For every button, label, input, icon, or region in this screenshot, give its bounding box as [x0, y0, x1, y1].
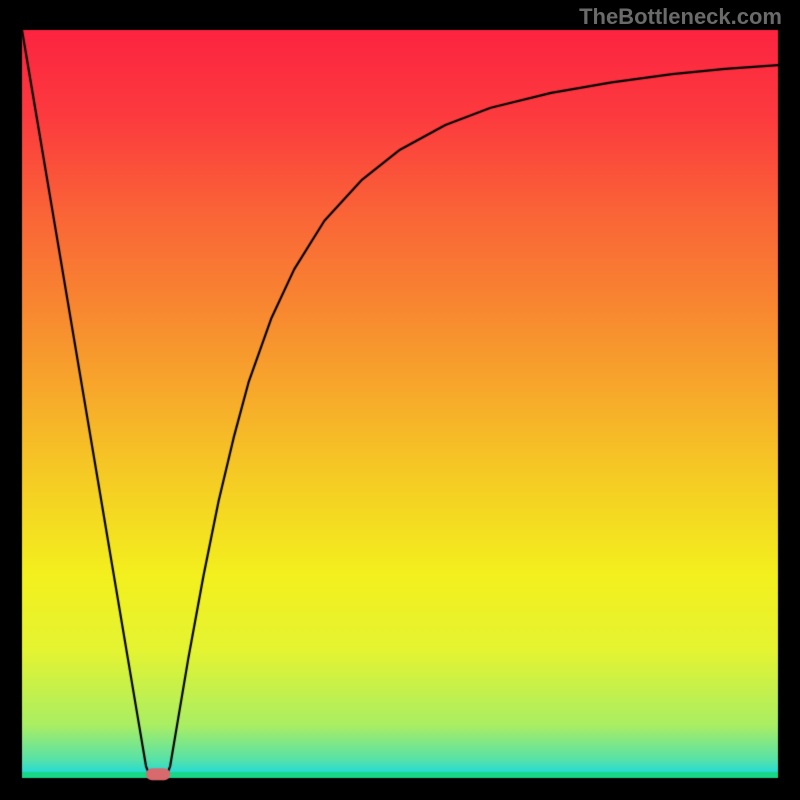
watermark-text: TheBottleneck.com — [579, 4, 782, 30]
curve-layer — [0, 0, 800, 800]
bottleneck-chart: TheBottleneck.com — [0, 0, 800, 800]
